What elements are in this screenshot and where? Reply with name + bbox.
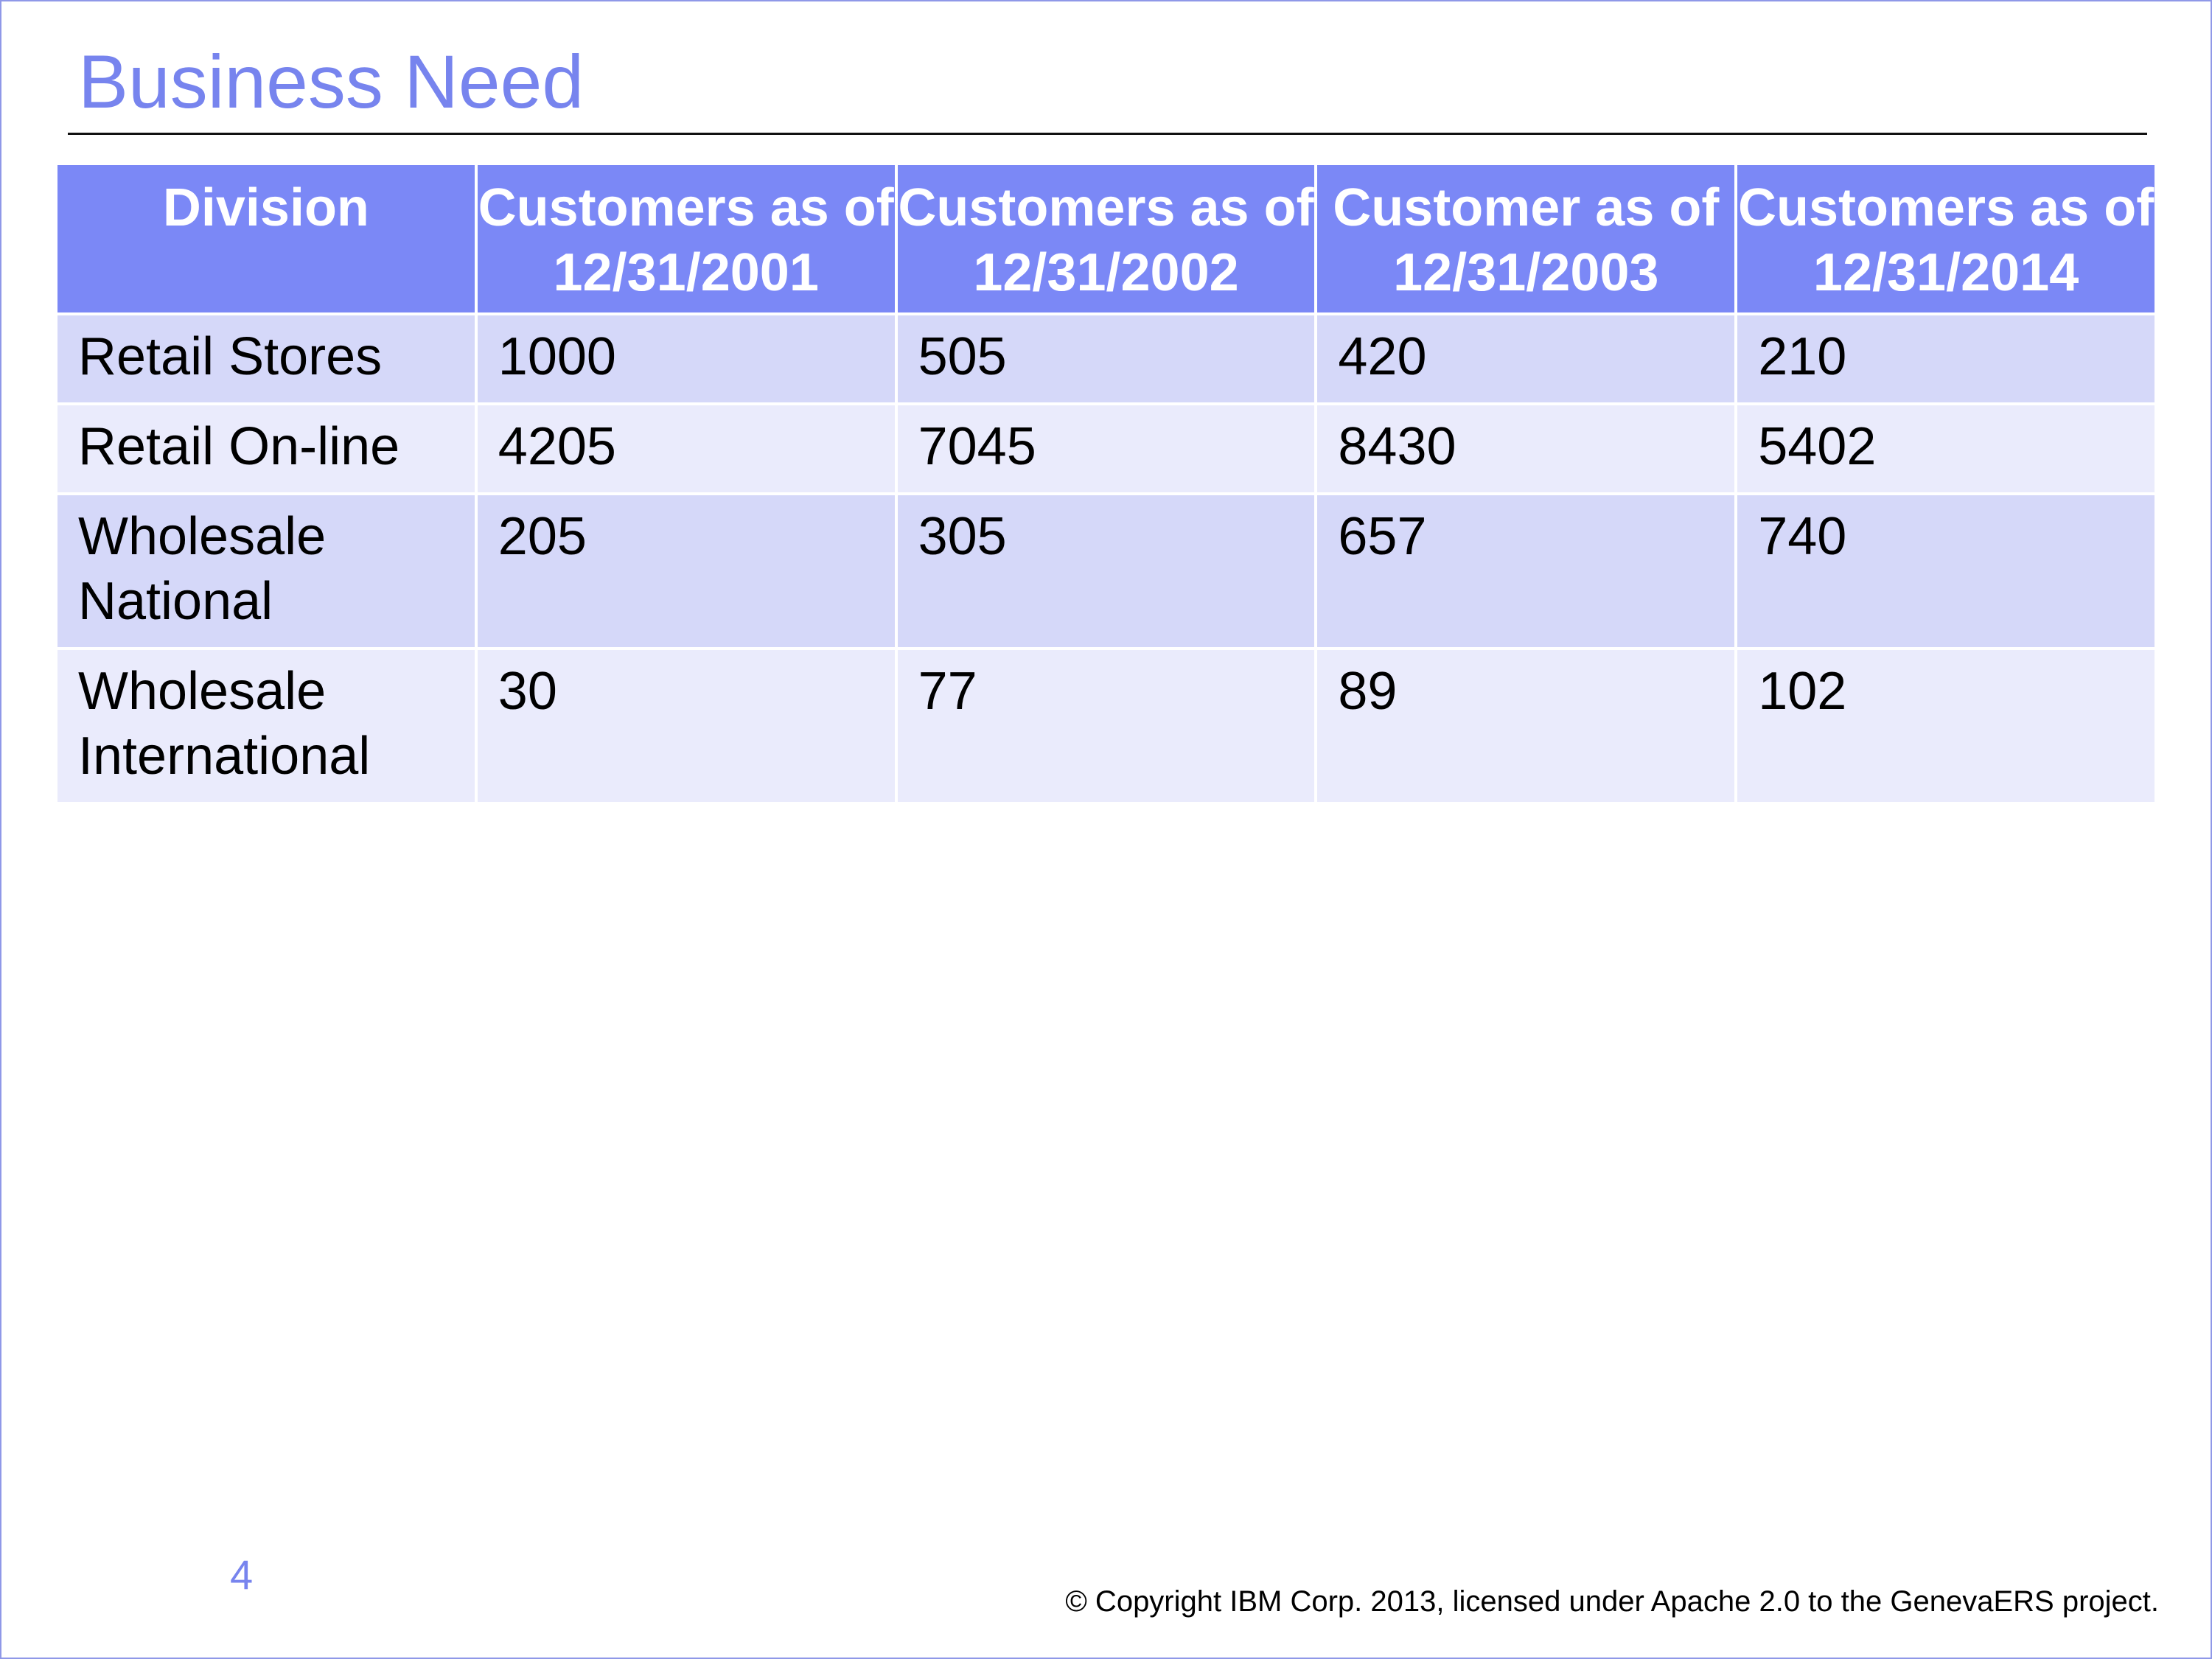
value-cell: 657 — [1317, 495, 1735, 647]
value-cell: 77 — [897, 650, 1315, 802]
slide-title: Business Need — [78, 40, 585, 124]
value-cell: 102 — [1737, 650, 2155, 802]
division-cell: Wholesale National — [57, 495, 475, 647]
title-divider — [68, 133, 2147, 135]
header-customers-2001: Customers as of 12/31/2001 — [477, 165, 895, 312]
value-cell: 1000 — [477, 315, 895, 402]
value-cell: 505 — [897, 315, 1315, 402]
table-row: Retail On-line 4205 7045 8430 5402 — [57, 405, 2155, 492]
division-cell: Wholesale International — [57, 650, 475, 802]
page-number: 4 — [230, 1551, 254, 1598]
value-cell: 740 — [1737, 495, 2155, 647]
customer-table: Division Customers as of 12/31/2001 Cust… — [55, 162, 2157, 805]
copyright-notice: © Copyright IBM Corp. 2013, licensed und… — [1065, 1585, 2159, 1618]
value-cell: 210 — [1737, 315, 2155, 402]
value-cell: 7045 — [897, 405, 1315, 492]
header-division: Division — [57, 165, 475, 312]
value-cell: 305 — [897, 495, 1315, 647]
table-row: Wholesale International 30 77 89 102 — [57, 650, 2155, 802]
header-customers-2014: Customers as of 12/31/2014 — [1737, 165, 2155, 312]
division-cell: Retail Stores — [57, 315, 475, 402]
table-row: Wholesale National 205 305 657 740 — [57, 495, 2155, 647]
value-cell: 420 — [1317, 315, 1735, 402]
table-header-row: Division Customers as of 12/31/2001 Cust… — [57, 165, 2155, 312]
value-cell: 5402 — [1737, 405, 2155, 492]
header-customers-2003: Customer as of 12/31/2003 — [1317, 165, 1735, 312]
header-customers-2002: Customers as of 12/31/2002 — [897, 165, 1315, 312]
value-cell: 4205 — [477, 405, 895, 492]
division-cell: Retail On-line — [57, 405, 475, 492]
value-cell: 89 — [1317, 650, 1735, 802]
value-cell: 8430 — [1317, 405, 1735, 492]
value-cell: 205 — [477, 495, 895, 647]
table-row: Retail Stores 1000 505 420 210 — [57, 315, 2155, 402]
value-cell: 30 — [477, 650, 895, 802]
